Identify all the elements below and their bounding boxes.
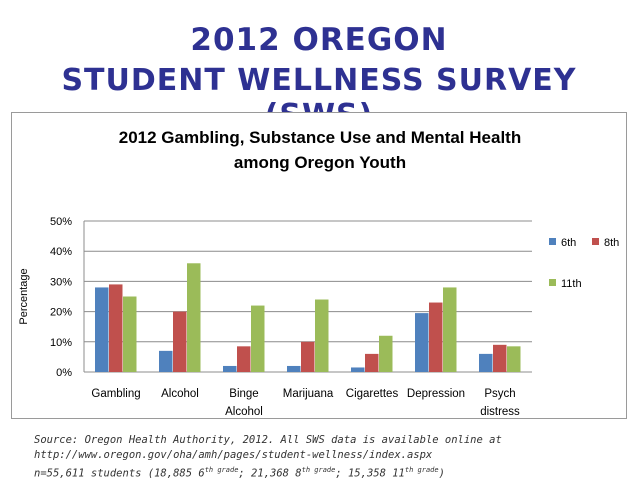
- bar-11th: [443, 287, 457, 372]
- x-tick-label: Depression: [407, 388, 465, 400]
- sample-text-d: ): [438, 467, 445, 480]
- x-tick-label: distress: [480, 406, 520, 418]
- sample-text-b: ; 21,368 8: [238, 467, 302, 480]
- x-tick-label: Cigarettes: [346, 388, 399, 400]
- legend-label-11th: 11th: [561, 278, 582, 290]
- banner-title-line1: 2012 OREGON: [190, 22, 448, 58]
- bar-11th: [315, 299, 329, 372]
- bar-11th: [123, 296, 137, 372]
- chart-title-line1: 2012 Gambling, Substance Use and Mental …: [118, 128, 522, 147]
- legend-swatch-8th: [592, 238, 599, 245]
- bar-8th: [365, 353, 379, 372]
- bar-8th: [173, 311, 187, 372]
- legend-swatch-6th: [549, 238, 556, 245]
- source-url: http://www.oregon.gov/oha/amh/pages/stud…: [34, 449, 433, 461]
- x-tick-label: Alcohol: [225, 406, 263, 418]
- x-tick-label: Binge: [229, 388, 258, 400]
- bar-6th: [159, 350, 173, 372]
- chart-title: 2012 Gambling, Substance Use and Mental …: [60, 125, 580, 175]
- bar-11th: [379, 335, 393, 372]
- y-tick-label: 40%: [50, 246, 72, 258]
- bar-6th: [479, 353, 493, 372]
- source-line1: Source: Oregon Health Authority, 2012. A…: [34, 434, 502, 446]
- x-tick-label: Alcohol: [161, 388, 199, 400]
- y-tick-label: 50%: [50, 216, 72, 228]
- legend-swatch-11th: [549, 279, 556, 286]
- bar-6th: [415, 313, 429, 372]
- legend-label-6th: 6th: [561, 237, 576, 249]
- x-tick-label: Psych: [484, 388, 515, 400]
- legend-label-8th: 8th: [604, 237, 619, 249]
- sample-sup-b: th grade: [301, 466, 336, 474]
- bar-8th: [429, 302, 443, 372]
- bar-11th: [507, 346, 521, 372]
- bar-6th: [287, 365, 301, 372]
- bar-6th: [95, 287, 109, 372]
- source-sample-size: n=55,611 students (18,885 6th grade; 21,…: [34, 463, 634, 482]
- y-tick-label: 20%: [50, 307, 72, 319]
- bar-8th: [493, 344, 507, 372]
- source-note: Source: Oregon Health Authority, 2012. A…: [34, 433, 634, 482]
- chart-title-line2: among Oregon Youth: [233, 153, 407, 172]
- y-tick-label: 10%: [50, 337, 72, 349]
- bar-6th: [351, 367, 365, 372]
- bar-11th: [187, 263, 201, 372]
- sample-text-c: ; 15,358 11: [335, 467, 405, 480]
- bar-6th: [223, 365, 237, 372]
- bar-8th: [301, 341, 315, 372]
- x-tick-label: Marijuana: [283, 388, 334, 400]
- y-tick-label: 0%: [56, 367, 72, 379]
- bar-11th: [251, 305, 265, 372]
- bar-8th: [237, 346, 251, 372]
- sample-sup-a: th grade: [204, 466, 239, 474]
- sample-sup-c: th grade: [404, 466, 439, 474]
- y-axis-label: Percentage: [18, 268, 30, 324]
- sample-text-a: n=55,611 students (18,885 6: [34, 467, 205, 480]
- banner-title-line2: STUDENT WELLNESS SURVEY (SWS): [61, 63, 577, 133]
- y-tick-label: 30%: [50, 276, 72, 288]
- x-tick-label: Gambling: [91, 388, 140, 400]
- bar-8th: [109, 284, 123, 372]
